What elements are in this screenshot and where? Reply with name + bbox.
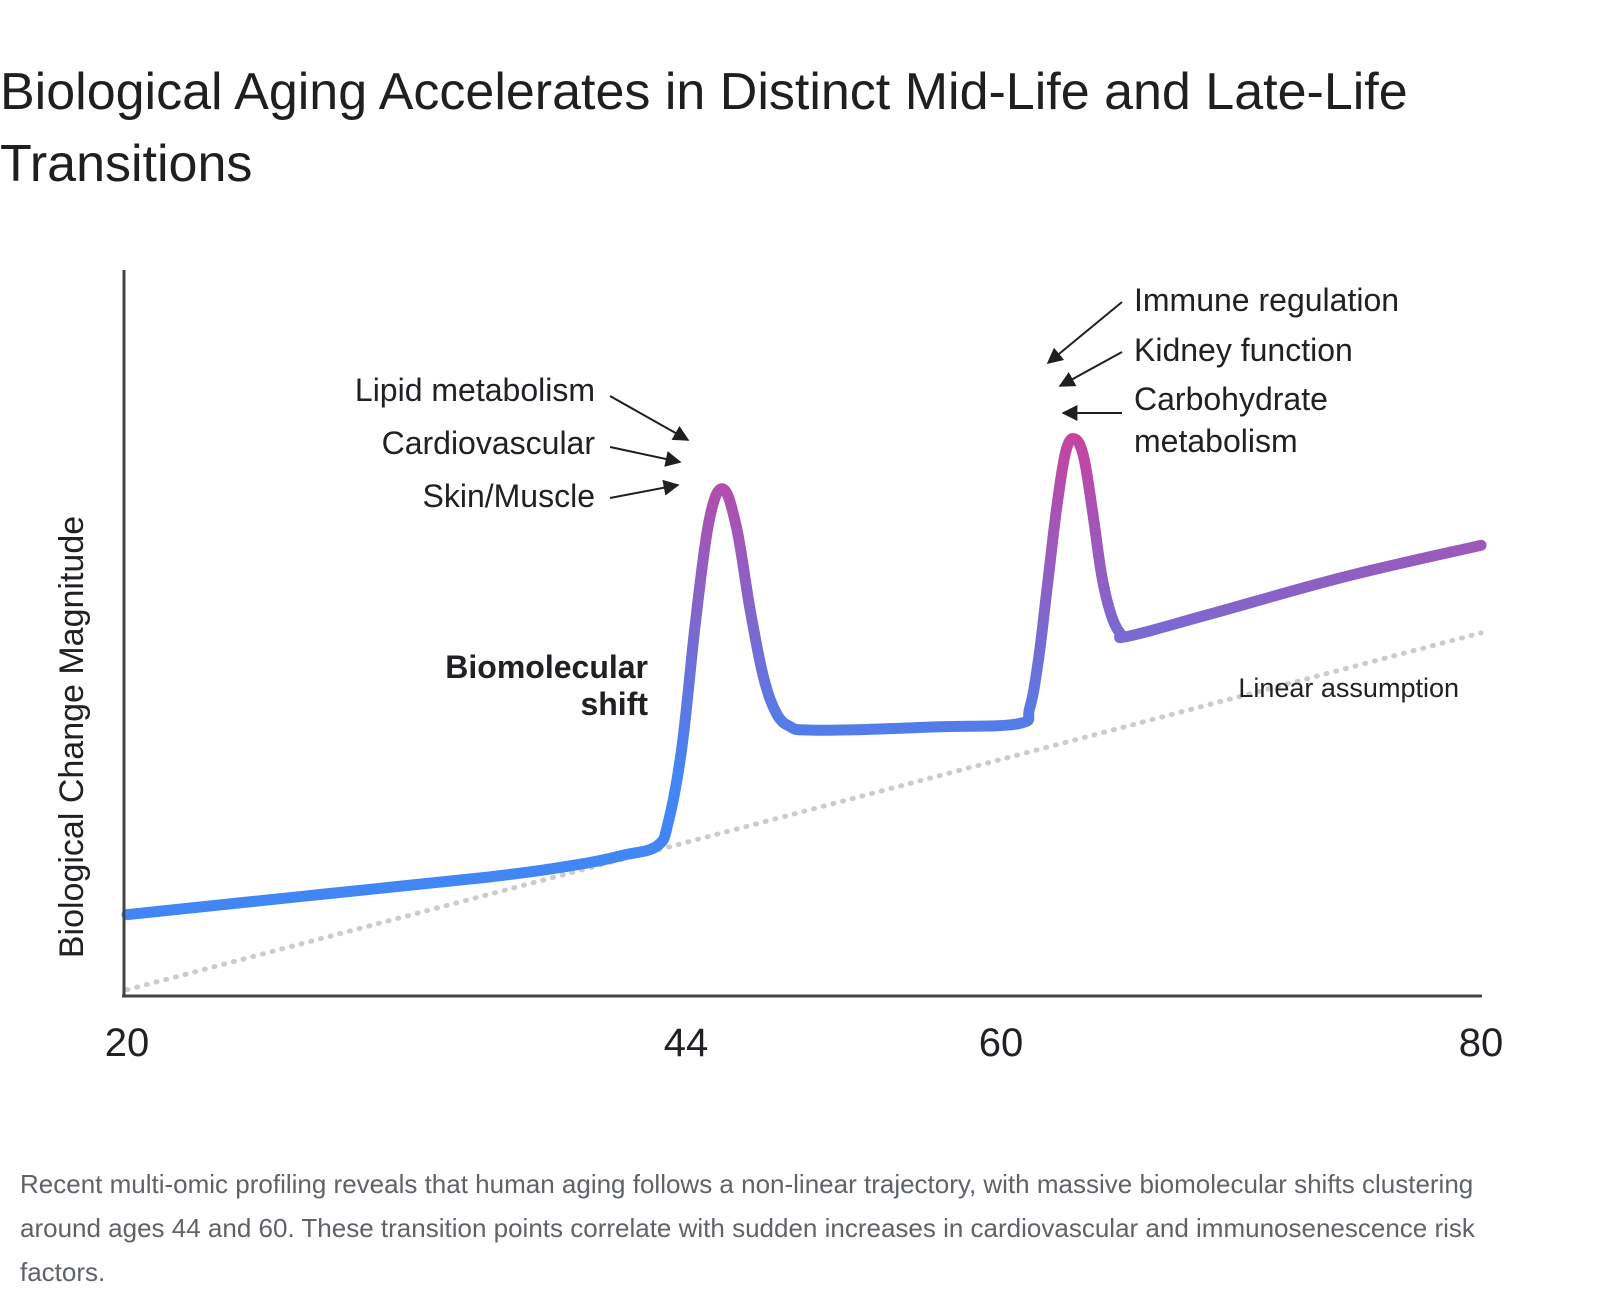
arrow-skin-muscle [609, 479, 680, 499]
annotation-metabolism: metabolism [1134, 423, 1298, 459]
annotation-immune-regulation: Immune regulation [1134, 282, 1399, 318]
trajectory-line [121, 433, 1487, 921]
page-title: Biological Aging Accelerates in Distinct… [0, 63, 1408, 193]
linear-assumption-line [124, 630, 1484, 993]
annotation-skin-muscle: Skin/Muscle [423, 478, 596, 514]
caption: Recent multi-omic profiling reveals that… [20, 1169, 1475, 1287]
annotation-shift: shift [580, 686, 648, 722]
x-tick-label: 60 [979, 1021, 1024, 1065]
arrow-lipid-metabolism [609, 395, 690, 441]
annotation-kidney-function: Kidney function [1134, 332, 1353, 368]
x-tick-label: 80 [1459, 1021, 1504, 1065]
chart: Biological Change Magnitude 20 44 60 80 … [53, 270, 1504, 1065]
annotation-biomolecular: Biomolecular [445, 649, 648, 685]
x-tick-label: 44 [664, 1021, 709, 1065]
y-axis-label: Biological Change Magnitude [53, 516, 91, 958]
arrow-immune-regulation [1046, 301, 1123, 365]
linear-assumption-label: Linear assumption [1238, 673, 1459, 703]
arrow-cardiovascular [609, 446, 682, 467]
annotation-cardiovascular: Cardiovascular [382, 425, 596, 461]
annotation-lipid-metabolism: Lipid metabolism [355, 372, 595, 408]
annotation-carbohydrate: Carbohydrate [1134, 381, 1328, 417]
x-tick-label: 20 [105, 1021, 150, 1065]
arrow-kidney-function [1058, 351, 1123, 387]
